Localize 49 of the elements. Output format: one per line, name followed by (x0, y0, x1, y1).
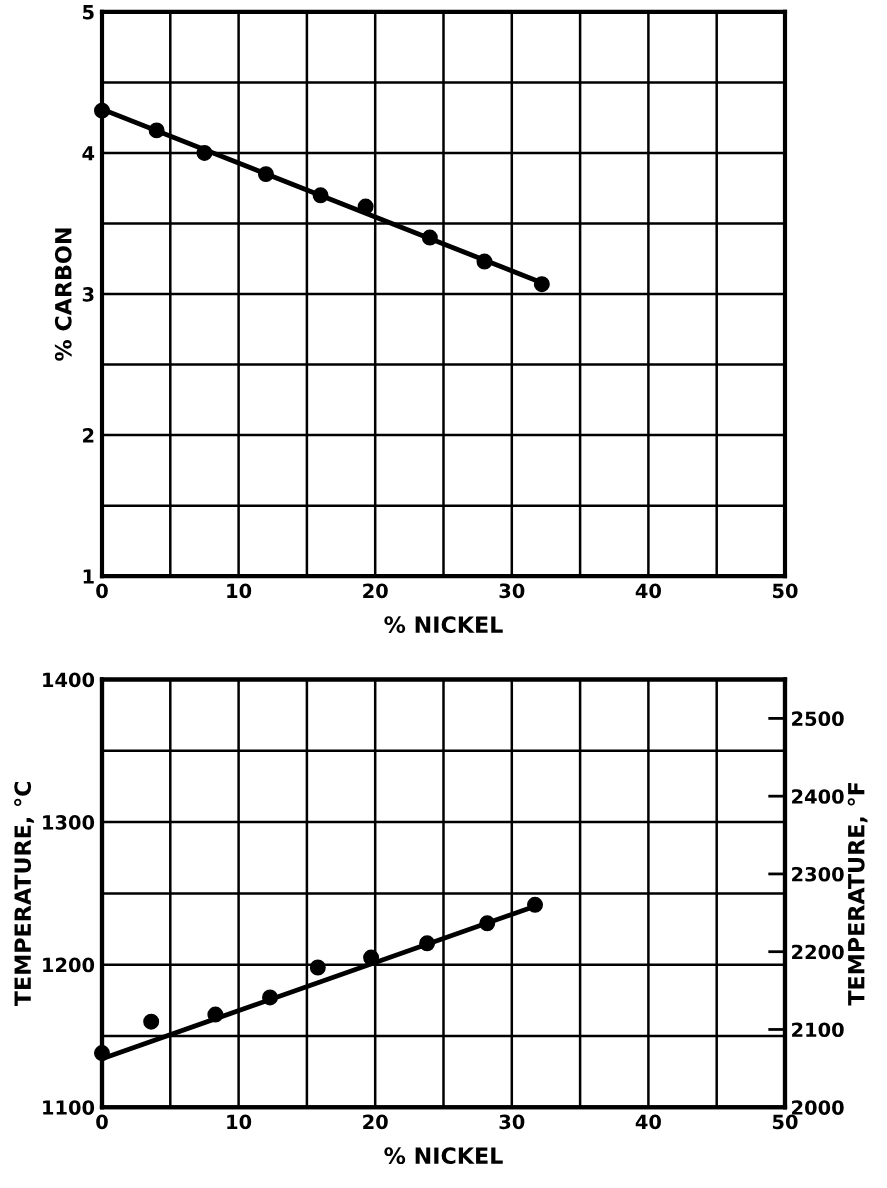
x-tick-label: 40 (635, 1114, 661, 1130)
point (148, 122, 165, 139)
point (94, 102, 110, 119)
y2-tick-label: 2000 (792, 1100, 844, 1115)
y-tick-label: 1300 (43, 815, 95, 830)
point (476, 253, 493, 270)
y-axis-title: % CARBON (54, 228, 72, 361)
point (533, 276, 550, 293)
y-tick-label: 4 (82, 146, 95, 161)
x-tick-label: 30 (499, 1114, 525, 1130)
x-tick-label: 0 (96, 1114, 108, 1130)
point (196, 144, 213, 161)
y-tick-label: 3 (82, 286, 94, 302)
point (312, 187, 329, 204)
y2-tick-label: 2200 (792, 944, 844, 960)
point (421, 229, 438, 246)
x-tick-label: 0 (96, 583, 108, 599)
point (363, 949, 380, 966)
point (419, 935, 436, 952)
x-tick-label: 50 (772, 583, 798, 599)
point (357, 198, 374, 215)
y-tick-label: 1 (83, 569, 94, 584)
y2-tick-label: 2100 (792, 1022, 844, 1038)
point (207, 1006, 224, 1023)
y2-axis-title: TEMPERATURE, °F (847, 783, 868, 1006)
y-tick-label: 5 (83, 5, 94, 20)
point (262, 989, 278, 1006)
x-tick-label: 50 (772, 1114, 798, 1130)
y-tick-label: 2 (83, 428, 94, 443)
y2-tick-label: 2500 (792, 711, 844, 727)
x-axis-title: % NICKEL (384, 1147, 503, 1165)
x-tick-label: 10 (227, 583, 252, 599)
y2-tick-label: 2400 (792, 789, 844, 804)
x-tick-label: 30 (499, 583, 525, 599)
x-axis-title: % NICKEL (384, 616, 503, 634)
point (309, 959, 326, 976)
x-tick-label: 20 (363, 583, 388, 599)
x-tick-label: 10 (227, 1114, 252, 1130)
y-tick-label: 1200 (43, 957, 95, 973)
y-tick-label: 1400 (43, 672, 95, 688)
y-axis-title: TEMPERATURE, °C (14, 782, 34, 1007)
point (479, 915, 496, 932)
x-tick-label: 20 (363, 1114, 388, 1130)
y-tick-label: 1100 (43, 1100, 95, 1115)
point (527, 896, 543, 913)
point (257, 166, 274, 183)
point (143, 1013, 160, 1030)
x-tick-label: 40 (635, 583, 661, 599)
y2-tick-label: 2300 (792, 866, 844, 882)
